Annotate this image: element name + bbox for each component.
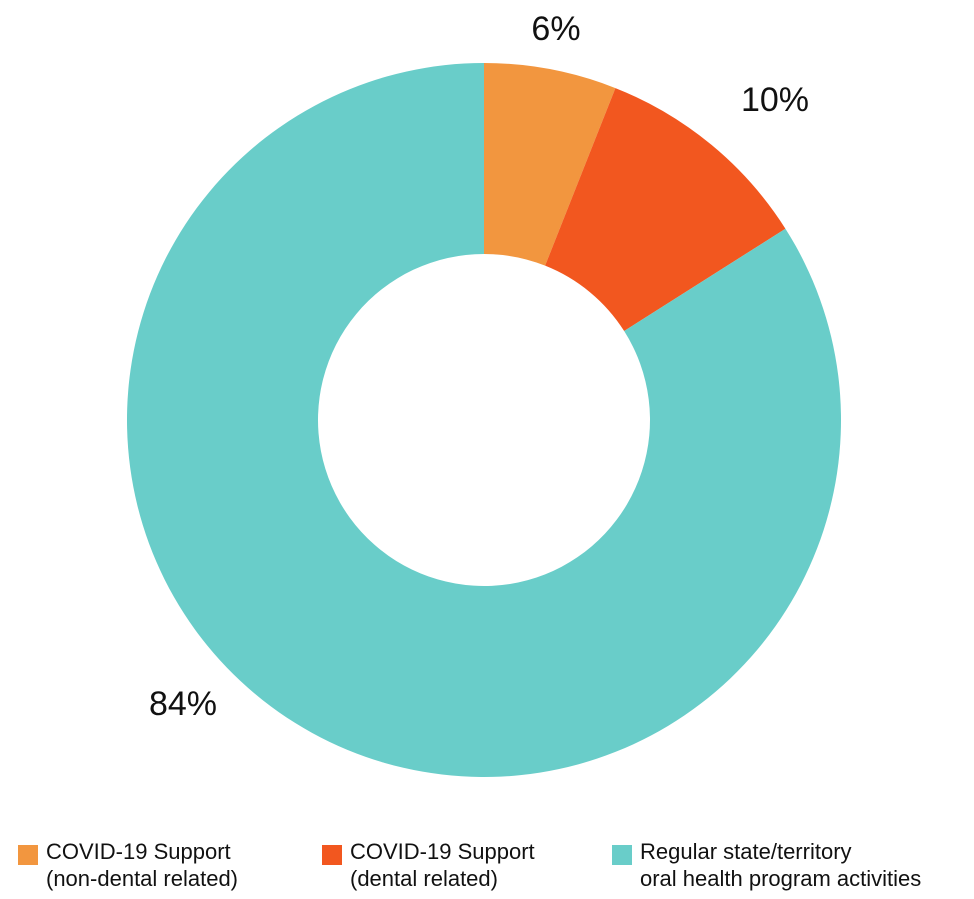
legend-swatch-dental [322, 845, 342, 865]
value-label-1: 10% [741, 81, 809, 119]
legend-label-line1: COVID-19 Support [46, 839, 231, 864]
donut-slice-1 [545, 88, 786, 332]
donut-slices [126, 63, 842, 777]
donut-slice-0 [484, 63, 616, 266]
donut-slice-2 [126, 63, 842, 777]
legend-label-non-dental: COVID-19 Support (non-dental related) [46, 838, 238, 892]
legend-item-non-dental: COVID-19 Support (non-dental related) [18, 838, 238, 892]
legend-label-line2: (non-dental related) [46, 866, 239, 891]
legend-label-dental: COVID-19 Support (dental related) [350, 838, 535, 892]
legend-swatch-non-dental [18, 845, 38, 865]
donut-chart: 6% 10% 84% [126, 10, 842, 777]
legend-label-regular: Regular state/territory oral health prog… [640, 838, 921, 892]
legend-label-line1: COVID-19 Support [350, 839, 535, 864]
legend-label-line2: oral health program activities [640, 866, 922, 891]
value-label-2: 84% [149, 685, 217, 723]
legend-item-dental: COVID-19 Support (dental related) [322, 838, 535, 892]
legend-item-regular: Regular state/territory oral health prog… [612, 838, 921, 892]
value-label-0: 6% [531, 10, 580, 48]
value-labels: 6% 10% 84% [149, 10, 809, 723]
legend-swatch-regular [612, 845, 632, 865]
legend: COVID-19 Support (non-dental related) CO… [0, 838, 974, 898]
legend-label-line2: (dental related) [350, 866, 498, 891]
legend-label-line1: Regular state/territory [640, 839, 852, 864]
